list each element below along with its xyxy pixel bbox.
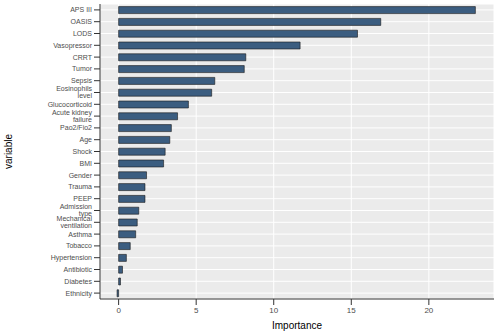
svg-text:APS III: APS III (70, 6, 92, 13)
svg-text:20: 20 (424, 306, 433, 315)
svg-text:5: 5 (194, 306, 199, 315)
svg-text:Eosinophilslevel: Eosinophilslevel (56, 85, 92, 99)
svg-text:Mechanicalventilation: Mechanicalventilation (57, 215, 93, 229)
svg-text:Pao2/Fio2: Pao2/Fio2 (60, 124, 92, 131)
svg-text:10: 10 (269, 306, 278, 315)
svg-text:0: 0 (116, 306, 121, 315)
svg-text:Gender: Gender (69, 172, 93, 179)
svg-text:CRRT: CRRT (73, 54, 93, 61)
svg-text:LODS: LODS (73, 30, 92, 37)
svg-text:Age: Age (80, 136, 93, 144)
svg-text:Ethnicity: Ethnicity (66, 290, 93, 298)
svg-text:Vasopressor: Vasopressor (53, 42, 92, 50)
svg-text:variable: variable (8, 134, 14, 169)
svg-text:Hypertension: Hypertension (51, 254, 92, 262)
svg-text:Trauma: Trauma (68, 183, 92, 190)
svg-text:Acute kidneyfailure: Acute kidneyfailure (52, 109, 93, 123)
svg-text:Antibiotic: Antibiotic (64, 266, 93, 273)
svg-text:PEEP: PEEP (73, 195, 92, 202)
svg-text:Sepsis: Sepsis (71, 77, 93, 85)
svg-text:15: 15 (347, 306, 356, 315)
svg-text:Tobacco: Tobacco (66, 242, 92, 249)
svg-text:Shock: Shock (73, 148, 93, 155)
svg-text:Importance: Importance (272, 320, 322, 331)
svg-text:Tumor: Tumor (72, 65, 93, 72)
svg-text:Asthma: Asthma (68, 231, 92, 238)
svg-text:OASIS: OASIS (71, 18, 93, 25)
svg-text:Diabetes: Diabetes (64, 278, 92, 285)
svg-text:BMI: BMI (80, 160, 93, 167)
svg-text:Glucocorticoid: Glucocorticoid (48, 101, 92, 108)
